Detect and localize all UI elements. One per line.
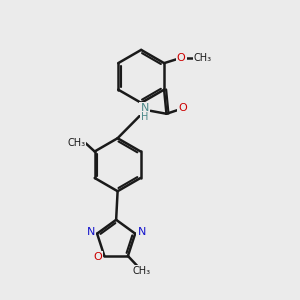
- Text: CH₃: CH₃: [194, 53, 212, 63]
- Text: O: O: [177, 53, 186, 63]
- Text: N: N: [86, 227, 95, 237]
- Text: H: H: [141, 112, 148, 122]
- Text: O: O: [94, 252, 102, 262]
- Text: O: O: [178, 103, 187, 113]
- Text: N: N: [140, 103, 149, 113]
- Text: CH₃: CH₃: [67, 138, 86, 148]
- Text: CH₃: CH₃: [133, 266, 151, 276]
- Text: N: N: [137, 227, 146, 237]
